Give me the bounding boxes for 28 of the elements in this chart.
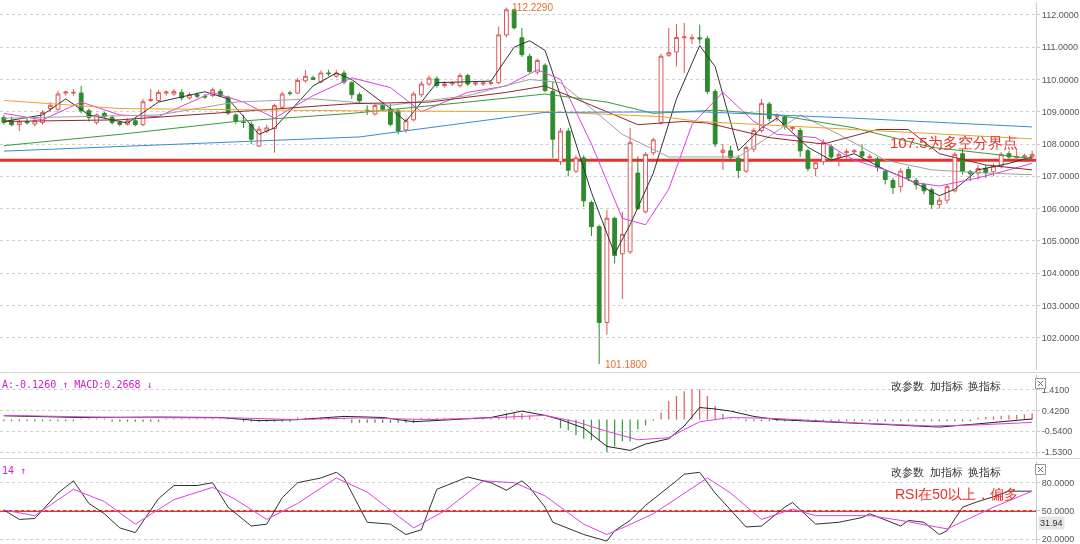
y-tick-label: 105.0000 [1041, 236, 1080, 247]
y-tick-label: -0.5400 [1041, 426, 1073, 437]
y-tick-label: 111.0000 [1041, 42, 1078, 53]
y-tick-label: 0.4200 [1041, 405, 1070, 416]
y-tick-label: 107.0000 [1041, 171, 1080, 182]
annotation: 101.1800 [605, 359, 648, 370]
annotation: A:-0.1260 ↑ MACD:0.2668 ↓ [2, 379, 153, 390]
y-tick-label: 104.0000 [1041, 268, 1080, 279]
annotation: 14 ↑ [2, 465, 27, 476]
annotation: 换指标 [968, 380, 1001, 392]
y-tick-label: 112.0000 [1041, 10, 1079, 21]
y-tick-label: 106.0000 [1041, 203, 1080, 214]
y-tick-label: 109.0000 [1041, 106, 1080, 117]
y-tick-label: 80.0000 [1041, 477, 1075, 488]
annotation: 改参数 [891, 466, 924, 478]
annotation: 112.2290 [512, 2, 554, 13]
y-tick-label: 102.0000 [1041, 332, 1080, 343]
y-tick-label: 108.0000 [1041, 139, 1080, 150]
y-tick-label: 110.0000 [1041, 74, 1079, 85]
annotation: 改参数 [891, 380, 924, 392]
y-tick-label: 50.0000 [1041, 506, 1075, 517]
annotation: 换指标 [968, 466, 1001, 478]
y-tick-label: 20.0000 [1041, 534, 1075, 544]
annotation: 加指标 [930, 466, 963, 478]
text: 31.94 [1040, 518, 1063, 528]
y-tick-label: -1.5300 [1041, 447, 1073, 458]
annotation: 加指标 [930, 380, 963, 392]
y-tick-label: 103.0000 [1041, 300, 1080, 311]
